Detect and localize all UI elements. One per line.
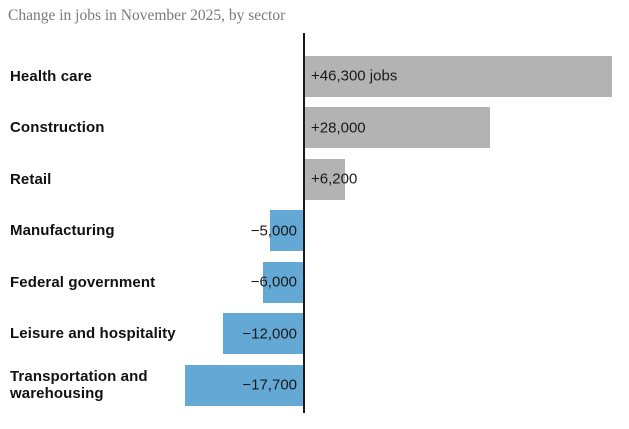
- bar-value-label: −12,000: [242, 325, 297, 342]
- value-bar: [185, 364, 303, 406]
- value-bar: [304, 55, 612, 97]
- value-bar: [269, 210, 303, 251]
- chart-row: Retail +6,200: [0, 158, 629, 200]
- value-bar: [223, 313, 303, 354]
- chart-row: Federal government −6,000: [0, 261, 629, 303]
- zero-baseline-axis: [303, 33, 305, 413]
- bar-value-label: +46,300 jobs: [311, 67, 398, 85]
- chart-row: Leisure and hospitality −12,000: [0, 313, 629, 354]
- chart-title: Change in jobs in November 2025, by sect…: [8, 7, 286, 24]
- chart-row: Construction +28,000: [0, 107, 629, 148]
- bar-value-label: −17,700: [242, 376, 297, 394]
- sector-label: Federal government: [10, 273, 156, 291]
- value-bar: [304, 107, 490, 148]
- chart-row: Health care +46,300 jobs: [0, 55, 629, 97]
- bar-value-label: +6,200: [311, 170, 358, 188]
- bar-value-label: −6,000: [250, 273, 297, 291]
- value-bar: [263, 261, 303, 303]
- chart-row: Transportation and warehousing −17,700: [0, 364, 629, 406]
- sector-label: Manufacturing: [10, 222, 115, 239]
- bar-value-label: −5,000: [250, 222, 297, 239]
- sector-label: Construction: [10, 119, 105, 136]
- sector-label: Health care: [10, 67, 92, 85]
- sector-label: Retail: [10, 170, 52, 188]
- value-bar: [304, 158, 346, 200]
- sector-label: Leisure and hospitality: [10, 325, 176, 342]
- bar-value-label: +28,000: [311, 119, 366, 136]
- chart-row: Manufacturing −5,000: [0, 210, 629, 251]
- sector-label: Transportation and warehousing: [10, 368, 148, 402]
